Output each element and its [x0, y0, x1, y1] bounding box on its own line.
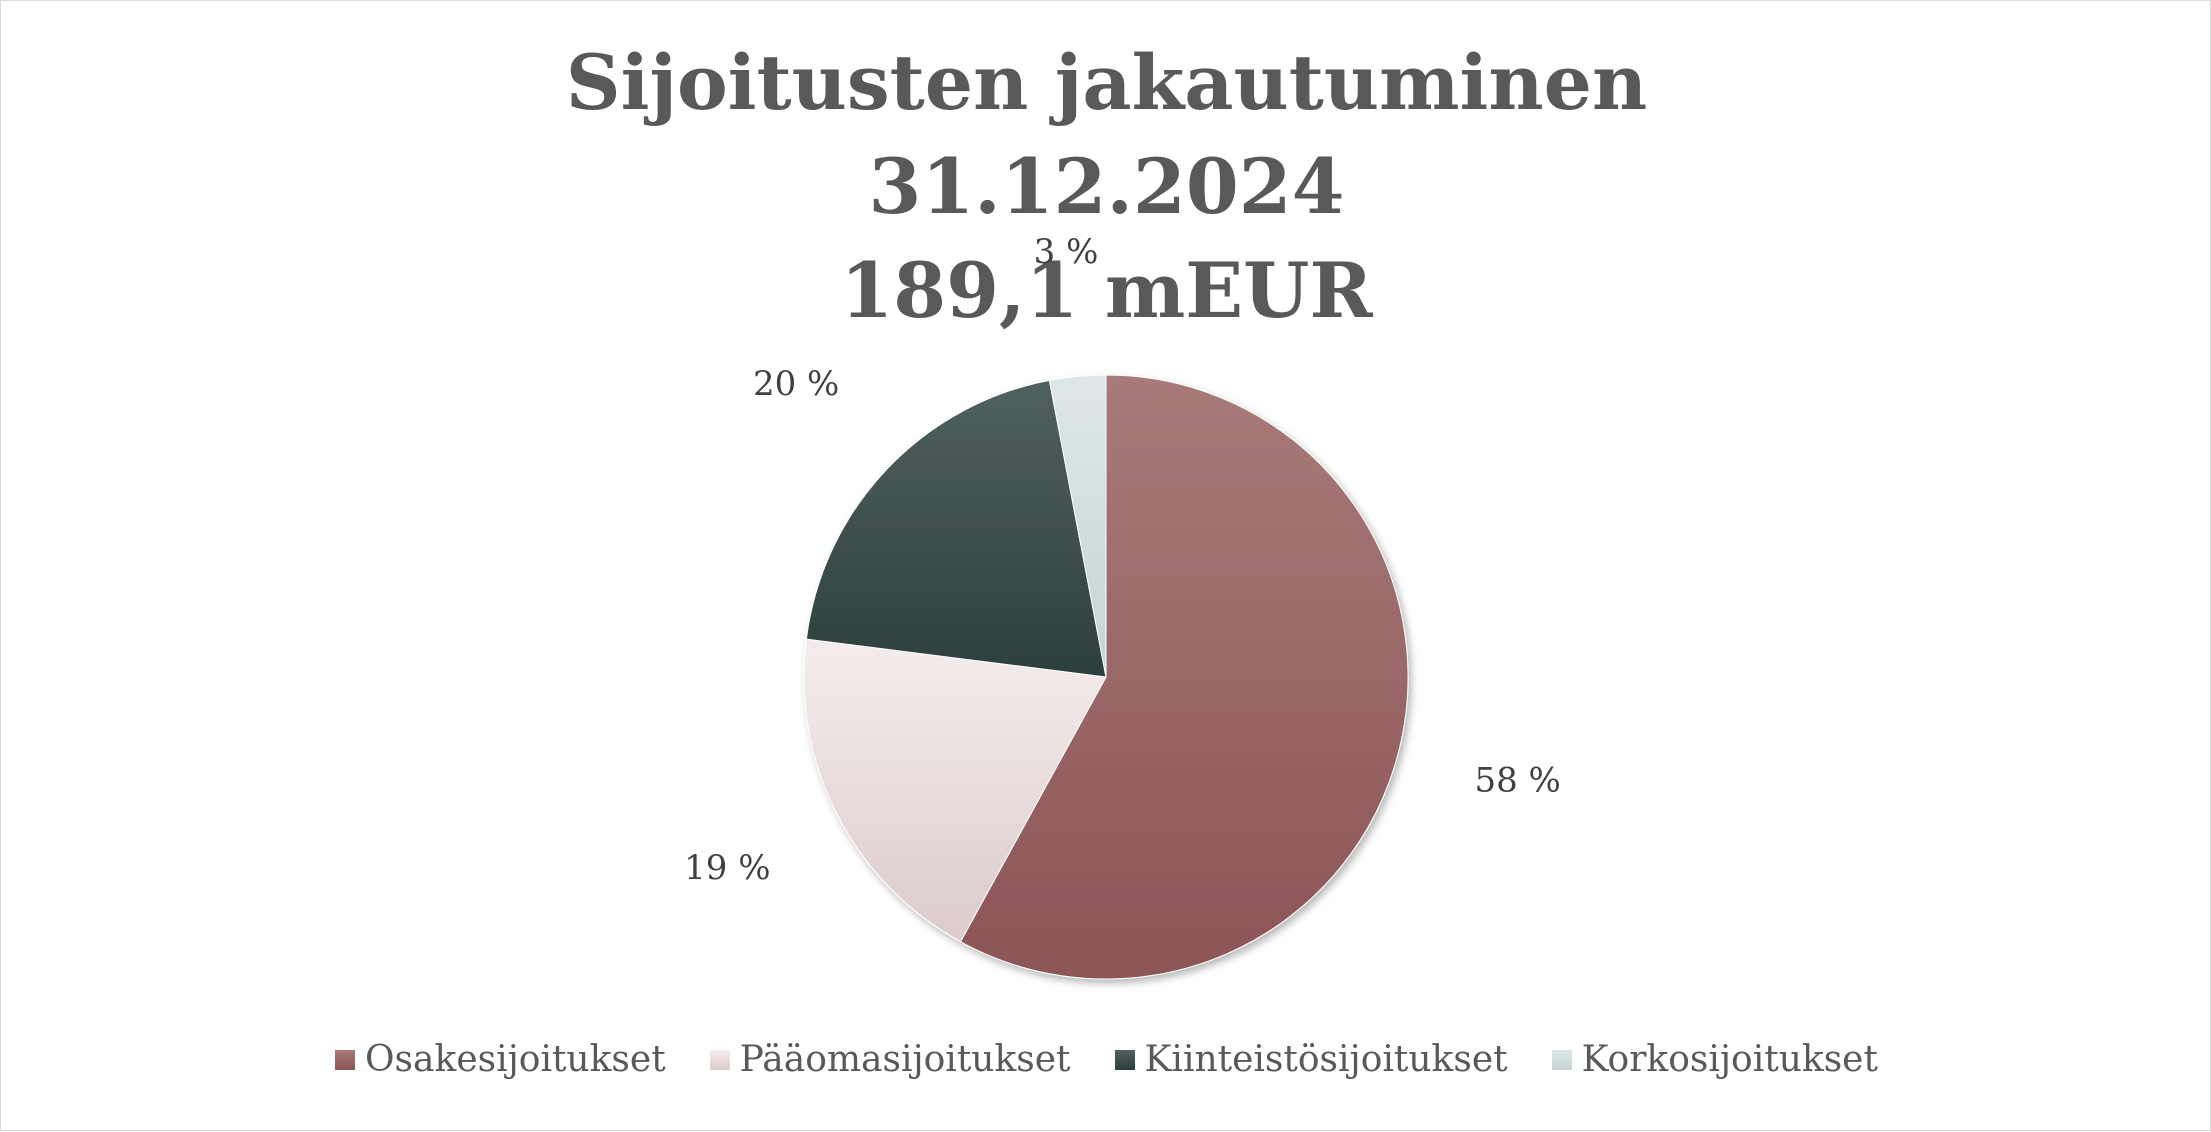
legend-item: Pääomasijoitukset [709, 1039, 1071, 1080]
legend-label: Kiinteistösijoitukset [1144, 1039, 1508, 1080]
chart-title: Sijoitusten jakautuminen 31.12.2024 189,… [1, 31, 2211, 343]
data-label-korkosijoitukset: 3 % [1034, 232, 1099, 272]
legend-swatch [1114, 1049, 1135, 1070]
chart-title-line-3: 189,1 mEUR [840, 246, 1373, 335]
data-label-osakesijoitukset: 58 % [1474, 761, 1560, 801]
pie-slice-osakesijoitukset [959, 374, 1409, 980]
legend-swatch [335, 1049, 356, 1070]
pie-data-labels: 58 % 19 % 20 % 3 % [684, 232, 1561, 888]
legend-label: Korkosijoitukset [1581, 1039, 1878, 1080]
legend-swatch [1551, 1049, 1572, 1070]
data-label-kiinteistösijoitukset: 20 % [753, 364, 839, 404]
legend-label: Osakesijoitukset [365, 1039, 666, 1080]
legend-item: Korkosijoitukset [1551, 1039, 1878, 1080]
pie-slice-korkosijoitukset [1048, 374, 1107, 678]
legend-item: Osakesijoitukset [335, 1039, 666, 1080]
legend-swatch [709, 1049, 730, 1070]
legend-item: Kiinteistösijoitukset [1114, 1039, 1508, 1080]
pie-slice-kiinteistösijoitukset [805, 379, 1107, 678]
legend: Osakesijoitukset Pääomasijoitukset Kiintei… [1, 1039, 2211, 1080]
chart-title-line-1: Sijoitusten jakautuminen [565, 38, 1648, 127]
pie-slices [803, 374, 1409, 980]
chart-title-line-2: 31.12.2024 [868, 142, 1345, 231]
pie-slice-pääomasijoitukset [803, 638, 1107, 943]
legend-label: Pääomasijoitukset [739, 1039, 1071, 1080]
data-label-pääomasijoitukset: 19 % [684, 848, 770, 888]
